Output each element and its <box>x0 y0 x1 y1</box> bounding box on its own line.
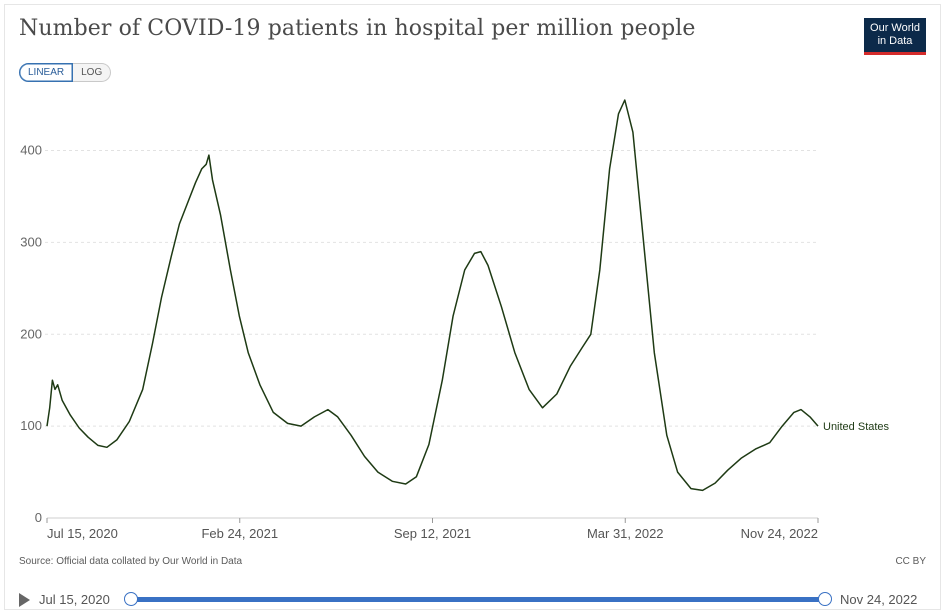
log-scale-button[interactable]: LOG <box>73 63 112 82</box>
logo-line-2: in Data <box>877 35 913 47</box>
play-icon[interactable] <box>19 593 30 607</box>
y-tick-label: 200 <box>20 326 42 341</box>
series-line-united-states[interactable] <box>46 99 819 492</box>
x-tick-label: Feb 24, 2021 <box>201 526 278 541</box>
x-axis-ticks: Jul 15, 2020 Feb 24, 2021 Sep 12, 2021 Mar … <box>46 518 819 541</box>
plot-area: United States <box>46 99 890 492</box>
logo-line-1: Our World <box>870 22 920 34</box>
x-tick-label: Sep 12, 2021 <box>394 526 471 541</box>
x-tick-label: Mar 31, 2022 <box>587 526 664 541</box>
timeline: Jul 15, 2020 Nov 24, 2022 <box>0 588 943 612</box>
y-tick-label: 0 <box>35 510 42 525</box>
y-tick-label: 400 <box>20 143 42 158</box>
timeline-start-label: Jul 15, 2020 <box>39 592 110 607</box>
y-tick-label: 100 <box>20 418 42 433</box>
chart-title: Number of COVID-19 patients in hospital … <box>19 16 696 41</box>
timeline-end-label: Nov 24, 2022 <box>840 592 918 607</box>
y-tick-label: 300 <box>20 234 42 249</box>
x-tick-label: Nov 24, 2022 <box>741 526 818 541</box>
x-tick-label: Jul 15, 2020 <box>47 526 118 541</box>
grid-lines <box>45 150 818 519</box>
source-note: Source: Official data collated by Our Wo… <box>19 556 243 567</box>
linear-scale-button[interactable]: LINEAR <box>19 63 74 82</box>
owid-logo[interactable]: Our World in Data <box>864 18 926 55</box>
timeline-start-handle[interactable] <box>124 592 138 606</box>
timeline-track[interactable] <box>131 597 825 602</box>
license-link[interactable]: CC BY <box>895 556 926 567</box>
line-chart: 0 100 200 300 400 Jul 15, 2020 Feb 24, 2021 Se… <box>20 99 890 541</box>
scale-toggle: LINEAR LOG <box>19 63 112 82</box>
y-axis-ticks: 0 100 200 300 400 <box>20 143 42 525</box>
series-label[interactable]: United States <box>823 421 890 433</box>
timeline-end-handle[interactable] <box>818 592 832 606</box>
